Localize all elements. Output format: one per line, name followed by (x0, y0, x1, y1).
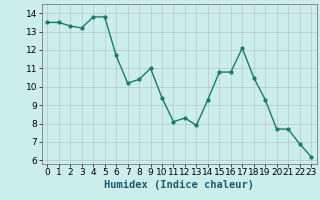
X-axis label: Humidex (Indice chaleur): Humidex (Indice chaleur) (104, 180, 254, 190)
